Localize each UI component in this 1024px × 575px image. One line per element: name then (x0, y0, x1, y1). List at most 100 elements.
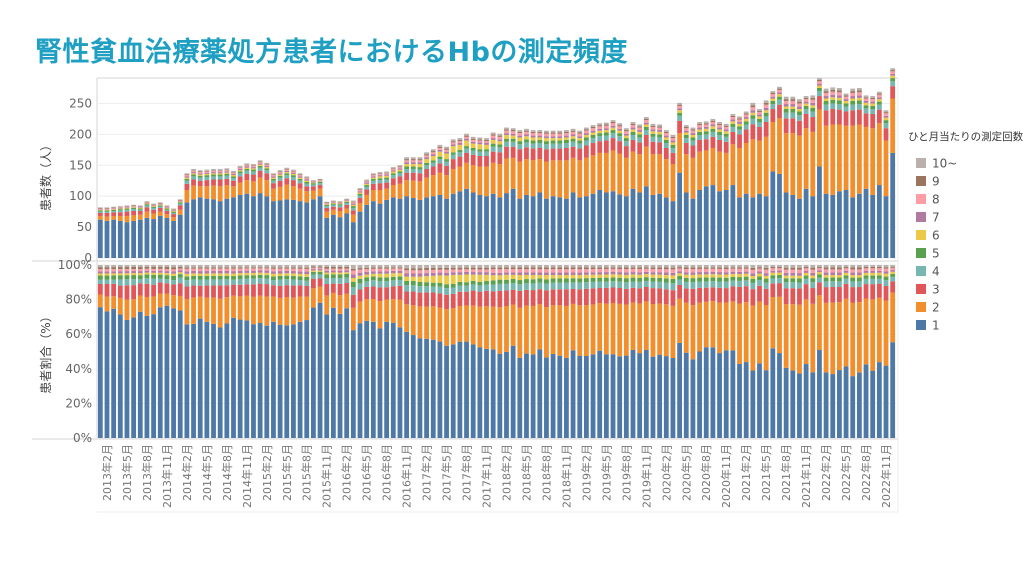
bar-segment-count (437, 147, 443, 150)
bar-segment-count (617, 194, 623, 258)
bar-segment-count (517, 137, 523, 142)
bar-segment-count (490, 139, 496, 144)
bar-segment-count (597, 190, 603, 258)
bar-segment-count (610, 125, 616, 128)
bar-segment-count (297, 201, 303, 258)
bar-segment-count (770, 94, 776, 97)
bar-segment-percent (297, 273, 303, 277)
bar-segment-count (770, 92, 776, 95)
bar-segment-count (277, 200, 283, 258)
bar-segment-count (310, 180, 316, 182)
bar-segment-percent (364, 274, 370, 278)
bar-segment-count (643, 120, 649, 123)
bar-segment-percent (657, 267, 663, 270)
bar-segment-percent (723, 350, 729, 438)
bar-segment-count (271, 174, 276, 176)
bar-segment-count (670, 138, 676, 141)
bar-segment-percent (590, 267, 596, 270)
bar-segment-count (357, 202, 363, 212)
bar-segment-count (477, 144, 483, 150)
y-axis-title-count: 患者数（人） (38, 139, 53, 211)
bar-segment-percent (710, 274, 716, 278)
bar-segment-percent (737, 303, 742, 364)
bar-segment-percent (330, 283, 336, 293)
bar-segment-percent (837, 277, 842, 282)
bar-segment-count (570, 141, 576, 147)
bar-segment-count (770, 100, 776, 105)
bar-segment-percent (350, 268, 356, 271)
bar-segment-count (390, 167, 396, 169)
bar-segment-percent (564, 269, 569, 273)
bar-segment-percent (171, 267, 176, 270)
bar-segment-percent (517, 272, 523, 276)
bar-segment-count (890, 75, 896, 79)
bar-segment-count (337, 211, 343, 218)
x-tick-label: 2021年2月 (739, 444, 753, 501)
bar-segment-percent (191, 279, 196, 286)
bar-segment-count (717, 123, 722, 126)
bar-segment-percent (850, 272, 856, 276)
bar-segment-count (717, 131, 722, 135)
bar-segment-count (191, 172, 196, 174)
bar-segment-count (637, 124, 643, 127)
bar-segment-percent (237, 278, 243, 285)
bar-segment-count (703, 126, 709, 129)
bar-segment-count (610, 120, 616, 122)
bar-segment-percent (603, 268, 609, 273)
bar-segment-count (137, 207, 143, 209)
bar-segment-count (743, 113, 749, 115)
bar-segment-count (663, 135, 669, 138)
bar-segment-count (583, 145, 589, 158)
bar-segment-count (850, 91, 856, 93)
bar-segment-percent (104, 279, 110, 284)
bar-segment-percent (550, 354, 556, 438)
bar-segment-percent (417, 286, 423, 293)
bar-segment-count (124, 222, 130, 258)
bar-segment-percent (677, 271, 683, 274)
bar-segment-count (264, 196, 270, 258)
bar-segment-count (484, 196, 489, 258)
bar-segment-percent (177, 270, 183, 273)
bar-segment-count (430, 160, 436, 163)
bar-segment-count (557, 133, 563, 137)
bar-segment-count (850, 104, 856, 111)
bar-segment-count (750, 105, 756, 108)
bar-segment-count (537, 130, 543, 132)
bar-segment-count (390, 170, 396, 172)
bar-segment-percent (131, 273, 137, 276)
bar-segment-count (630, 131, 636, 135)
bar-segment-percent (197, 267, 203, 269)
bar-segment-count (597, 128, 603, 131)
bar-segment-percent (723, 277, 729, 282)
bar-segment-count (484, 143, 489, 145)
bar-segment-percent (344, 277, 350, 284)
bar-segment-percent (304, 280, 310, 286)
bar-segment-count (810, 131, 816, 197)
bar-segment-percent (703, 267, 709, 269)
bar-segment-count (424, 157, 429, 160)
bar-segment-count (843, 111, 849, 126)
bar-segment-percent (610, 281, 616, 288)
bar-segment-percent (690, 267, 696, 270)
bar-segment-count (444, 149, 449, 152)
bar-segment-percent (310, 274, 316, 279)
bar-segment-percent (197, 279, 203, 286)
bar-segment-percent (603, 287, 609, 304)
bar-segment-percent (304, 274, 310, 277)
bar-segment-percent (197, 296, 203, 319)
bar-segment-percent (277, 265, 283, 268)
bar-segment-count (670, 147, 676, 153)
bar-segment-percent (870, 266, 876, 269)
bar-segment-count (544, 149, 549, 162)
bar-segment-percent (810, 265, 816, 268)
bar-segment-percent (876, 278, 882, 284)
bar-segment-percent (870, 268, 876, 271)
bar-segment-count (97, 207, 103, 209)
bar-segment-count (104, 208, 110, 210)
bar-segment-count (470, 136, 476, 139)
bar-segment-count (524, 159, 529, 195)
bar-segment-percent (310, 288, 316, 308)
bar-segment-percent (510, 274, 516, 280)
bar-segment-count (171, 211, 176, 212)
bar-segment-percent (457, 272, 463, 275)
